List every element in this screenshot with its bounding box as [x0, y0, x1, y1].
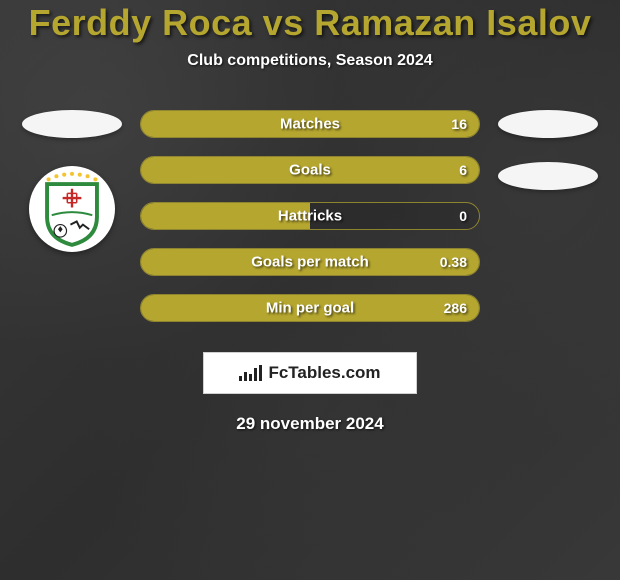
- stat-bar: Min per goal 286: [140, 294, 480, 322]
- stat-bar: Goals 6: [140, 156, 480, 184]
- stats-column: Matches 16 Goals 6 Hattricks 0 Goals per match…: [140, 110, 480, 322]
- left-club-badge: [29, 166, 115, 252]
- left-player-oval: [22, 110, 122, 138]
- right-player-oval-2: [498, 162, 598, 190]
- snapshot-date: 29 november 2024: [236, 414, 383, 434]
- left-player-column: [22, 110, 122, 252]
- oriente-petrolero-crest-icon: [33, 170, 111, 248]
- right-player-oval-1: [498, 110, 598, 138]
- stat-label: Matches: [280, 116, 340, 133]
- chart-bars-icon: [239, 365, 262, 381]
- stat-value-right: 16: [451, 116, 467, 132]
- comparison-subtitle: Club competitions, Season 2024: [187, 52, 432, 70]
- stat-bar: Matches 16: [140, 110, 480, 138]
- stat-label: Goals: [289, 162, 331, 179]
- right-player-column: [498, 110, 598, 190]
- stat-label: Min per goal: [266, 300, 354, 317]
- stat-bar: Hattricks 0: [140, 202, 480, 230]
- fctables-logo[interactable]: FcTables.com: [203, 352, 417, 394]
- stat-bar: Goals per match 0.38: [140, 248, 480, 276]
- stat-value-right: 286: [444, 300, 467, 316]
- comparison-body: Matches 16 Goals 6 Hattricks 0 Goals per match…: [0, 110, 620, 322]
- fctables-logo-text: FcTables.com: [268, 363, 380, 383]
- stat-value-right: 6: [459, 162, 467, 178]
- comparison-title: Ferddy Roca vs Ramazan Isalov: [29, 2, 592, 44]
- stat-value-right: 0.38: [440, 254, 467, 270]
- stat-label: Hattricks: [278, 208, 342, 225]
- stat-label: Goals per match: [251, 254, 369, 271]
- stat-value-right: 0: [459, 208, 467, 224]
